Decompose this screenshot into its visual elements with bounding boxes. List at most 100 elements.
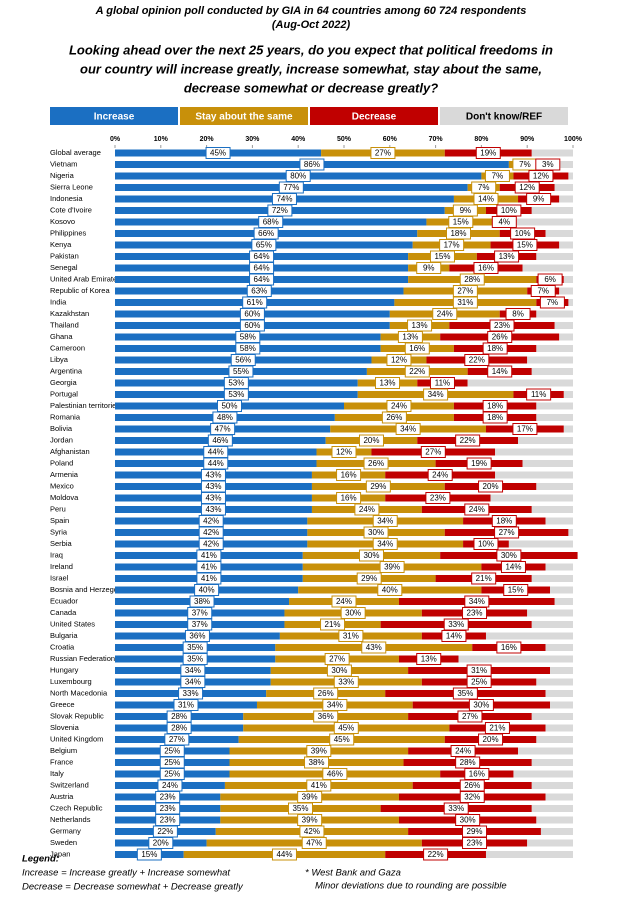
bar-segment	[545, 230, 573, 237]
value-label: 35%	[292, 804, 308, 813]
category-label: United Arab Emirates	[50, 274, 121, 283]
bar-segment	[531, 207, 573, 214]
value-label: 15%	[434, 252, 450, 261]
category-label: Poland	[50, 458, 73, 467]
value-label: 25%	[471, 678, 487, 687]
value-label: 15%	[141, 850, 157, 859]
value-label: 23%	[494, 321, 510, 330]
bar-segment	[568, 299, 573, 306]
value-label: 16%	[341, 494, 357, 503]
value-label: 12%	[533, 172, 549, 181]
value-label: 20%	[483, 482, 499, 491]
value-label: 39%	[302, 816, 318, 825]
value-label-box	[457, 710, 483, 723]
value-label: 42%	[304, 827, 320, 836]
value-label-box	[526, 193, 552, 205]
value-label: 64%	[254, 252, 270, 261]
value-label-box	[452, 687, 478, 700]
value-label-box	[386, 354, 412, 366]
value-label: 27%	[169, 735, 185, 744]
value-label: 24%	[455, 747, 471, 756]
value-label: 26%	[318, 689, 334, 698]
value-label: 45%	[334, 735, 350, 744]
value-label-box	[379, 561, 405, 573]
value-label: 43%	[205, 471, 221, 480]
value-label: 30%	[501, 551, 517, 560]
bar-segment	[550, 667, 573, 674]
value-label: 14%	[492, 367, 508, 376]
value-label: 43%	[205, 494, 221, 503]
value-label: 42%	[203, 540, 219, 549]
bar-segment	[495, 471, 573, 479]
x-tick-label: 80%	[474, 136, 489, 143]
value-label: 26%	[368, 459, 384, 468]
value-label: 80%	[290, 172, 306, 181]
value-label-box	[473, 193, 499, 205]
category-label: Romania	[50, 412, 81, 421]
bar-segment	[518, 747, 573, 755]
value-label: 30%	[368, 528, 384, 537]
category-label: United Kingdom	[50, 734, 103, 743]
value-label-box	[395, 423, 421, 435]
category-label: Moldova	[50, 493, 79, 502]
value-label: 24%	[437, 310, 453, 319]
value-label: 24%	[469, 505, 485, 514]
chart-title: A global opinion poll conducted by GIA i…	[95, 5, 527, 17]
bar-segment	[531, 805, 573, 812]
legend-swatch	[50, 107, 178, 125]
value-label: 27%	[499, 528, 515, 537]
value-label-box	[505, 308, 531, 320]
category-label: Georgia	[50, 378, 78, 387]
value-label-box	[429, 250, 455, 263]
value-label-box	[487, 365, 513, 378]
value-label: 28%	[171, 724, 187, 733]
bar-segment	[536, 816, 573, 824]
value-label: 32%	[464, 793, 480, 802]
value-label: 7%	[537, 287, 549, 296]
bar-segment	[527, 609, 573, 617]
x-tick-label: 20%	[200, 136, 215, 143]
category-label: United States	[50, 619, 95, 628]
value-label: 55%	[233, 367, 249, 376]
value-label: 48%	[217, 413, 233, 422]
category-label: Cameroon	[50, 343, 85, 352]
category-label: Austria	[50, 792, 74, 801]
value-label: 31%	[457, 298, 473, 307]
value-label-box	[475, 147, 501, 159]
value-label-box	[205, 147, 231, 159]
category-label: Vietnam	[50, 159, 77, 168]
value-label: 22%	[409, 367, 425, 376]
value-label: 21%	[476, 574, 492, 583]
category-label: Serbia	[50, 539, 73, 548]
value-label-box	[404, 365, 430, 378]
value-label: 30%	[460, 816, 476, 825]
value-label: 7%	[478, 183, 490, 192]
bar-segment	[531, 621, 573, 628]
value-label: 28%	[464, 275, 480, 284]
value-label: 13%	[499, 252, 515, 261]
question: our country will increase greatly, incre…	[80, 61, 542, 76]
value-label: 24%	[432, 471, 448, 480]
value-label: 8%	[512, 310, 524, 319]
value-label: 33%	[183, 689, 199, 698]
bar-segment	[518, 437, 573, 444]
value-label-box	[416, 262, 442, 274]
legend-label: Don't know/REF	[466, 112, 542, 123]
bar-segment	[536, 736, 573, 743]
bar-segment	[536, 310, 573, 318]
value-label: 44%	[208, 459, 224, 468]
value-label-box	[425, 492, 451, 504]
value-label-box	[473, 538, 499, 550]
value-label: 13%	[402, 333, 418, 342]
bar-segment	[559, 333, 573, 341]
value-label: 28%	[171, 712, 187, 721]
legend-swatch	[440, 107, 568, 125]
value-label: 11%	[531, 390, 546, 399]
category-label: Republic of Korea	[50, 286, 110, 295]
value-label: 37%	[192, 609, 208, 618]
value-label: 42%	[203, 517, 219, 526]
value-label: 22%	[460, 436, 476, 445]
value-label: 18%	[487, 413, 503, 422]
value-label: 29%	[361, 574, 377, 583]
